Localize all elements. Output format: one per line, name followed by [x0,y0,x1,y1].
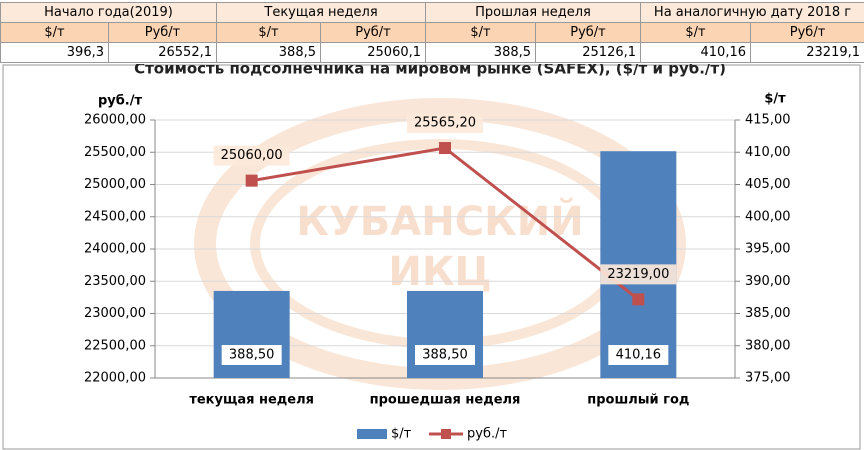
bar-label: 388,50 [229,348,275,363]
value-cell: 410,16 [640,42,752,63]
chart: Стоимость подсолнечника на мировом рынке… [2,64,861,450]
y2-tick-label: 410,00 [745,145,791,160]
y2-tick-label: 380,00 [745,338,791,353]
value-cell: 25126,1 [535,42,642,63]
y-axis-title: руб./т [98,94,143,109]
unit-header: Руб/т [535,22,642,43]
y2-tick-label: 395,00 [745,242,791,257]
y2-axis-title: $/т [764,92,786,107]
y2-tick-label: 390,00 [745,274,791,289]
line-label: 25060,00 [221,148,283,163]
line-marker [632,293,645,306]
y2-tick-label: 400,00 [745,209,791,224]
value-cell: 26552,1 [108,42,217,63]
bar-label: 388,50 [422,348,468,363]
group-header: Прошлая неделя [425,2,642,23]
line-label-box [407,113,483,134]
unit-header: Руб/т [108,22,217,43]
y2-tick-label: 385,00 [745,306,791,321]
y-tick-label: 22500,00 [84,338,146,353]
x-tick-label: текущая неделя [189,393,314,408]
watermark: ИКЦ [388,249,491,295]
value-cell: 25060,1 [319,42,427,63]
y-tick-label: 25500,00 [84,145,146,160]
y-tick-label: 25000,00 [84,177,146,192]
unit-header: $/т [216,22,321,43]
bar-label: 410,16 [616,348,662,363]
line-label: 25565,20 [414,116,476,131]
line-marker [245,174,258,187]
bar-label-box [221,345,282,365]
y2-tick-label: 415,00 [745,113,791,128]
unit-header: Руб/т [750,22,864,43]
x-tick-label: прошедшая неделя [370,393,521,408]
line-label: 23219,00 [607,267,669,282]
legend-label: $/т [391,427,412,442]
line-label-box [600,264,677,285]
bar-label-box [608,345,669,365]
chart-title: Стоимость подсолнечника на мировом рынке… [134,64,726,78]
y-tick-label: 26000,00 [84,113,146,128]
y-tick-label: 24500,00 [84,209,146,224]
legend-label: руб./т [467,427,507,442]
y-tick-label: 23000,00 [84,306,146,321]
value-cell: 388,5 [216,42,321,63]
line-marker [439,142,451,155]
value-cell: 388,5 [425,42,537,63]
summary-table: Начало года(2019) Текущая неделя Прошлая н… [0,2,864,63]
y-tick-label: 24000,00 [84,242,146,257]
value-cell: 23219,1 [750,42,864,63]
group-header: Текущая неделя [215,2,427,23]
group-header: Начало года(2019) [0,2,217,23]
value-cell: 396,3 [0,42,109,63]
legend-swatch [357,429,387,439]
y2-tick-label: 405,00 [745,177,791,192]
y-tick-label: 22000,00 [84,371,146,386]
unit-header: $/т [425,22,537,43]
line-label-box [213,145,290,166]
x-tick-label: прошлый год [587,393,689,408]
unit-header: $/т [640,22,752,43]
group-header: На аналогичную дату 2018 г [640,2,864,23]
bar-label-box [415,345,475,365]
y-tick-label: 23500,00 [84,274,146,289]
unit-header: $/т [0,22,109,43]
legend-swatch [441,429,451,439]
y2-tick-label: 375,00 [745,371,791,386]
unit-header: Руб/т [319,22,427,43]
